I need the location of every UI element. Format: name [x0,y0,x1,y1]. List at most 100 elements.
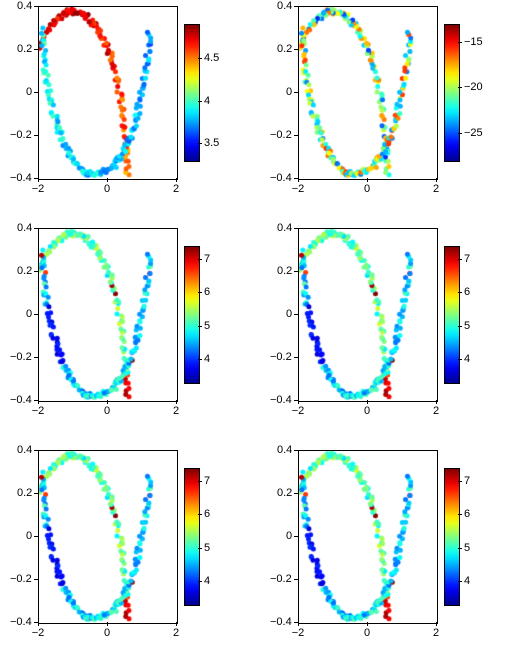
x-tick [107,622,108,626]
y-tick [294,228,298,229]
y-ticklabel: 0 [26,308,32,320]
panel-0-1-colorbar [444,24,460,162]
colorbar-tick [198,143,202,144]
colorbar-tick [198,548,202,549]
x-tick [176,622,177,626]
y-tick [294,622,298,623]
y-ticklabel: −0.2 [270,351,292,363]
panel-0-1-axis [298,6,438,180]
x-tick [367,400,368,404]
x-ticklabel: 0 [104,627,110,639]
y-tick [294,271,298,272]
y-tick [34,6,38,7]
colorbar-ticklabel: 6 [464,508,470,520]
y-tick [34,357,38,358]
x-tick [107,400,108,404]
y-tick [34,135,38,136]
y-ticklabel: −0.4 [270,616,292,628]
y-ticklabel: 0.4 [277,0,292,12]
x-ticklabel: −2 [32,405,45,417]
panel-2-1-colorbar [444,468,460,606]
y-tick [34,271,38,272]
colorbar-tick [198,326,202,327]
y-tick [34,178,38,179]
colorbar-tick [458,548,462,549]
x-tick [436,400,437,404]
y-tick [294,493,298,494]
y-ticklabel: −0.2 [270,573,292,585]
y-ticklabel: −0.4 [270,394,292,406]
colorbar-ticklabel: 4 [204,353,210,365]
colorbar-tick [198,292,202,293]
x-tick [38,178,39,182]
y-ticklabel: −0.2 [10,129,32,141]
colorbar-ticklabel: 4 [204,575,210,587]
y-tick [34,314,38,315]
x-tick [298,400,299,404]
colorbar-ticklabel: 7 [204,253,210,265]
y-tick [294,49,298,50]
colorbar-ticklabel: 4 [464,353,470,365]
panel-2-1-scatter [299,451,437,623]
y-ticklabel: 0.4 [17,0,32,12]
y-ticklabel: 0 [286,86,292,98]
y-ticklabel: 0.2 [17,265,32,277]
colorbar-tick [198,58,202,59]
x-ticklabel: −2 [292,405,305,417]
y-ticklabel: −0.4 [10,394,32,406]
x-tick [298,622,299,626]
y-ticklabel: 0.4 [17,444,32,456]
colorbar-ticklabel: 5 [204,320,210,332]
x-ticklabel: 2 [173,405,179,417]
panel-1-1-colorbar [444,246,460,384]
y-ticklabel: 0.4 [277,222,292,234]
y-tick [34,622,38,623]
y-tick [34,493,38,494]
x-ticklabel: 2 [173,627,179,639]
colorbar-ticklabel: 5 [204,542,210,554]
x-tick [436,178,437,182]
y-tick [294,6,298,7]
colorbar-tick [458,581,462,582]
x-tick [38,400,39,404]
y-tick [294,357,298,358]
x-ticklabel: 2 [173,183,179,195]
y-tick [294,450,298,451]
y-tick [34,579,38,580]
panel-1-0-colorbar [184,246,200,384]
y-tick [294,536,298,537]
x-tick [367,178,368,182]
colorbar-tick [458,514,462,515]
panel-2-0-colorbar [184,468,200,606]
colorbar-tick [458,259,462,260]
y-ticklabel: 0.4 [277,444,292,456]
x-tick [38,622,39,626]
panel-1-0-axis [38,228,178,402]
x-ticklabel: −2 [292,627,305,639]
y-ticklabel: 0 [26,86,32,98]
y-ticklabel: 0.2 [277,43,292,55]
colorbar-tick [198,259,202,260]
panel-1-1-axis [298,228,438,402]
x-tick [176,400,177,404]
x-ticklabel: 2 [433,405,439,417]
y-ticklabel: −0.2 [10,573,32,585]
colorbar-ticklabel: 7 [464,253,470,265]
colorbar-tick [198,581,202,582]
x-tick [367,622,368,626]
y-tick [294,400,298,401]
panel-0-1-scatter [299,7,437,179]
colorbar-ticklabel: 6 [204,286,210,298]
colorbar-tick [198,101,202,102]
x-tick [107,178,108,182]
x-ticklabel: 2 [433,183,439,195]
panel-2-0-scatter [39,451,177,623]
y-ticklabel: −0.2 [270,129,292,141]
y-ticklabel: −0.4 [10,616,32,628]
colorbar-ticklabel: 4.5 [204,52,219,64]
y-tick [294,579,298,580]
panel-2-1-axis [298,450,438,624]
y-ticklabel: 0.2 [17,43,32,55]
y-tick [294,135,298,136]
x-tick [436,622,437,626]
